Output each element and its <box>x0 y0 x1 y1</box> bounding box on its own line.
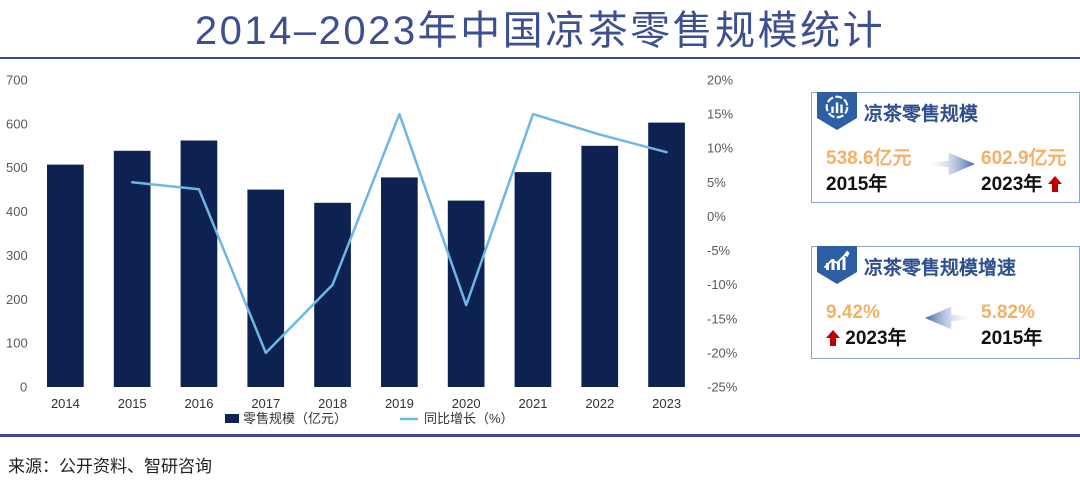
svg-text:700: 700 <box>6 73 28 88</box>
svg-text:200: 200 <box>6 292 28 307</box>
svg-text:2014: 2014 <box>51 396 80 411</box>
svg-text:2022: 2022 <box>585 396 614 411</box>
svg-text:2018: 2018 <box>318 396 347 411</box>
svg-text:500: 500 <box>6 160 28 175</box>
svg-text:20%: 20% <box>707 73 733 88</box>
svg-text:2017: 2017 <box>251 396 280 411</box>
svg-text:0: 0 <box>20 380 27 395</box>
svg-text:2020: 2020 <box>452 396 481 411</box>
svg-text:0%: 0% <box>707 209 726 224</box>
svg-text:-20%: -20% <box>707 345 738 360</box>
svg-text:-25%: -25% <box>707 380 738 395</box>
svg-text:2016: 2016 <box>185 396 214 411</box>
svg-text:2023: 2023 <box>652 396 681 411</box>
svg-text:2021: 2021 <box>519 396 548 411</box>
svg-text:600: 600 <box>6 116 28 131</box>
svg-text:5%: 5% <box>707 175 726 190</box>
svg-text:-15%: -15% <box>707 311 738 326</box>
svg-text:-5%: -5% <box>707 243 731 258</box>
svg-text:零售规模（亿元）: 零售规模（亿元） <box>243 411 347 426</box>
svg-text:400: 400 <box>6 204 28 219</box>
svg-text:100: 100 <box>6 336 28 351</box>
svg-text:300: 300 <box>6 248 28 263</box>
svg-text:15%: 15% <box>707 107 733 122</box>
svg-text:同比增长（%）: 同比增长（%） <box>424 411 514 426</box>
svg-text:10%: 10% <box>707 141 733 156</box>
svg-text:-10%: -10% <box>707 277 738 292</box>
svg-text:2015: 2015 <box>118 396 147 411</box>
svg-text:2019: 2019 <box>385 396 414 411</box>
